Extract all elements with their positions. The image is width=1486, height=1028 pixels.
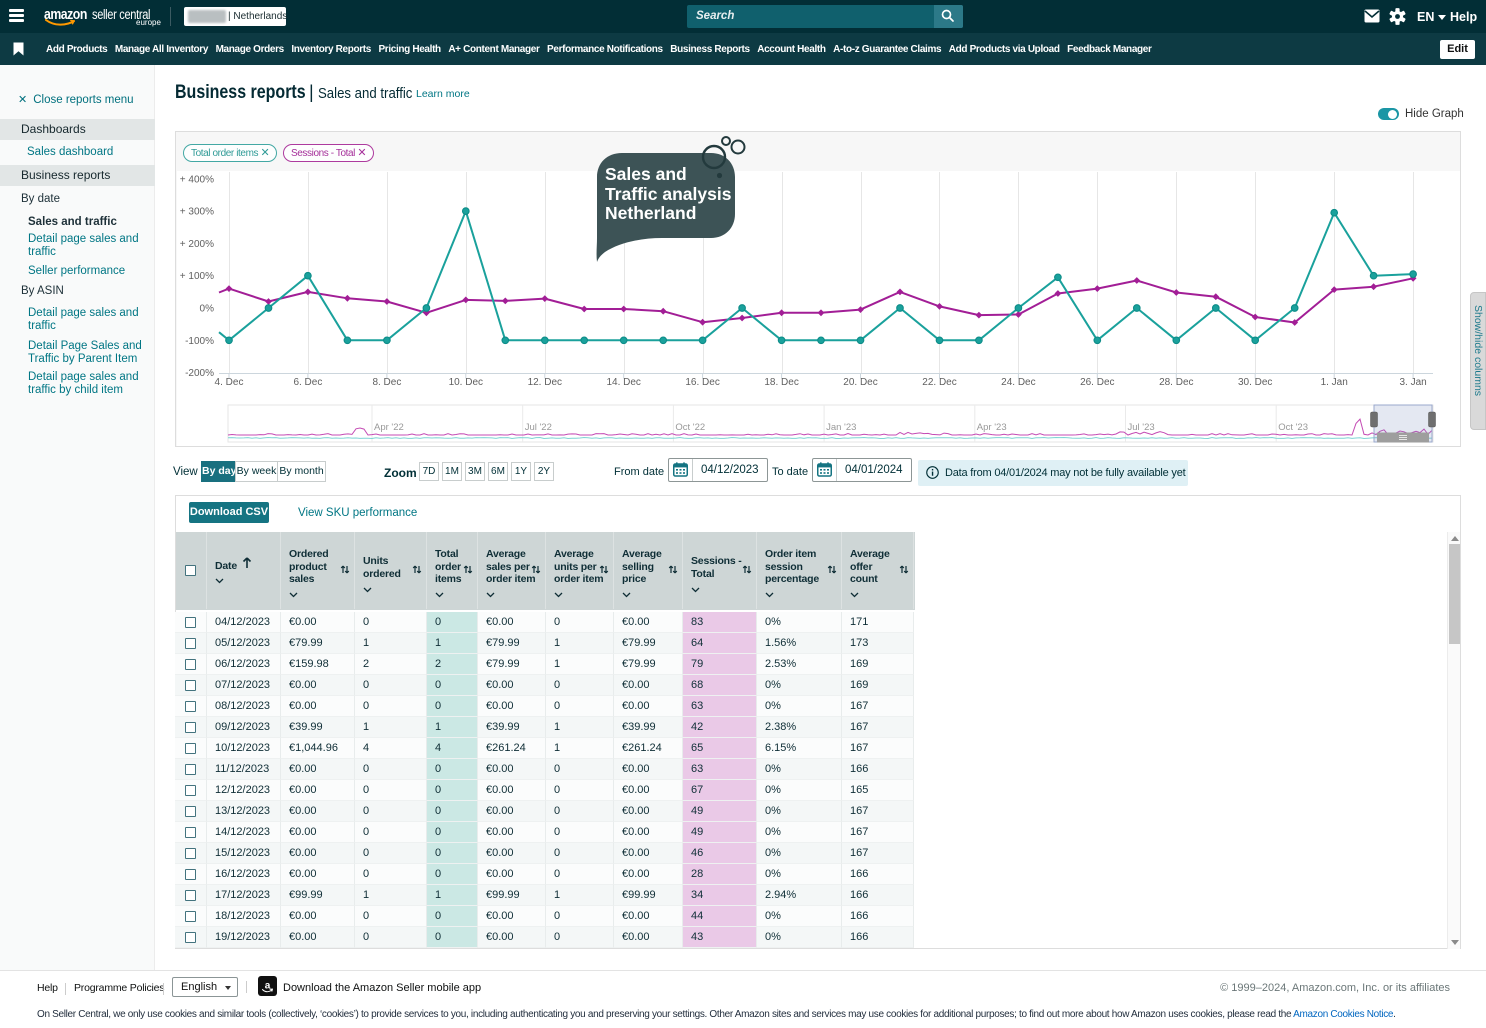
svg-text:Apr '23: Apr '23 bbox=[977, 422, 1007, 433]
svg-text:+ 400%: + 400% bbox=[180, 174, 214, 185]
svg-text:8. Dec: 8. Dec bbox=[372, 377, 401, 388]
svg-text:-100%: -100% bbox=[185, 336, 214, 347]
svg-text:Apr '22: Apr '22 bbox=[374, 422, 404, 433]
svg-text:6. Dec: 6. Dec bbox=[293, 377, 322, 388]
svg-text:Jul '23: Jul '23 bbox=[1128, 422, 1155, 433]
svg-text:+ 300%: + 300% bbox=[180, 207, 214, 218]
svg-text:26. Dec: 26. Dec bbox=[1080, 377, 1114, 388]
svg-text:Jul '22: Jul '22 bbox=[525, 422, 552, 433]
svg-text:4. Dec: 4. Dec bbox=[215, 377, 244, 388]
svg-text:10. Dec: 10. Dec bbox=[449, 377, 483, 388]
svg-text:24. Dec: 24. Dec bbox=[1001, 377, 1035, 388]
svg-text:22. Dec: 22. Dec bbox=[922, 377, 956, 388]
svg-text:Jan '23: Jan '23 bbox=[826, 422, 856, 433]
svg-text:Oct '22: Oct '22 bbox=[675, 422, 705, 433]
svg-text:14. Dec: 14. Dec bbox=[606, 377, 640, 388]
svg-text:Oct '23: Oct '23 bbox=[1278, 422, 1308, 433]
svg-text:18. Dec: 18. Dec bbox=[764, 377, 798, 388]
svg-text:Traffic analysis: Traffic analysis bbox=[605, 184, 732, 204]
svg-text:-200%: -200% bbox=[185, 368, 214, 379]
svg-text:16. Dec: 16. Dec bbox=[685, 377, 719, 388]
svg-text:20. Dec: 20. Dec bbox=[843, 377, 877, 388]
svg-text:30. Dec: 30. Dec bbox=[1238, 377, 1272, 388]
svg-text:1. Jan: 1. Jan bbox=[1321, 377, 1348, 388]
svg-text:a: a bbox=[265, 981, 271, 992]
svg-text:0%: 0% bbox=[200, 304, 215, 315]
svg-text:+ 100%: + 100% bbox=[180, 271, 214, 282]
svg-text:+ 200%: + 200% bbox=[180, 239, 214, 250]
svg-text:3. Jan: 3. Jan bbox=[1399, 377, 1426, 388]
svg-text:Netherland: Netherland bbox=[605, 203, 696, 223]
svg-text:28. Dec: 28. Dec bbox=[1159, 377, 1193, 388]
svg-text:12. Dec: 12. Dec bbox=[528, 377, 562, 388]
svg-text:Sales and: Sales and bbox=[605, 164, 687, 184]
